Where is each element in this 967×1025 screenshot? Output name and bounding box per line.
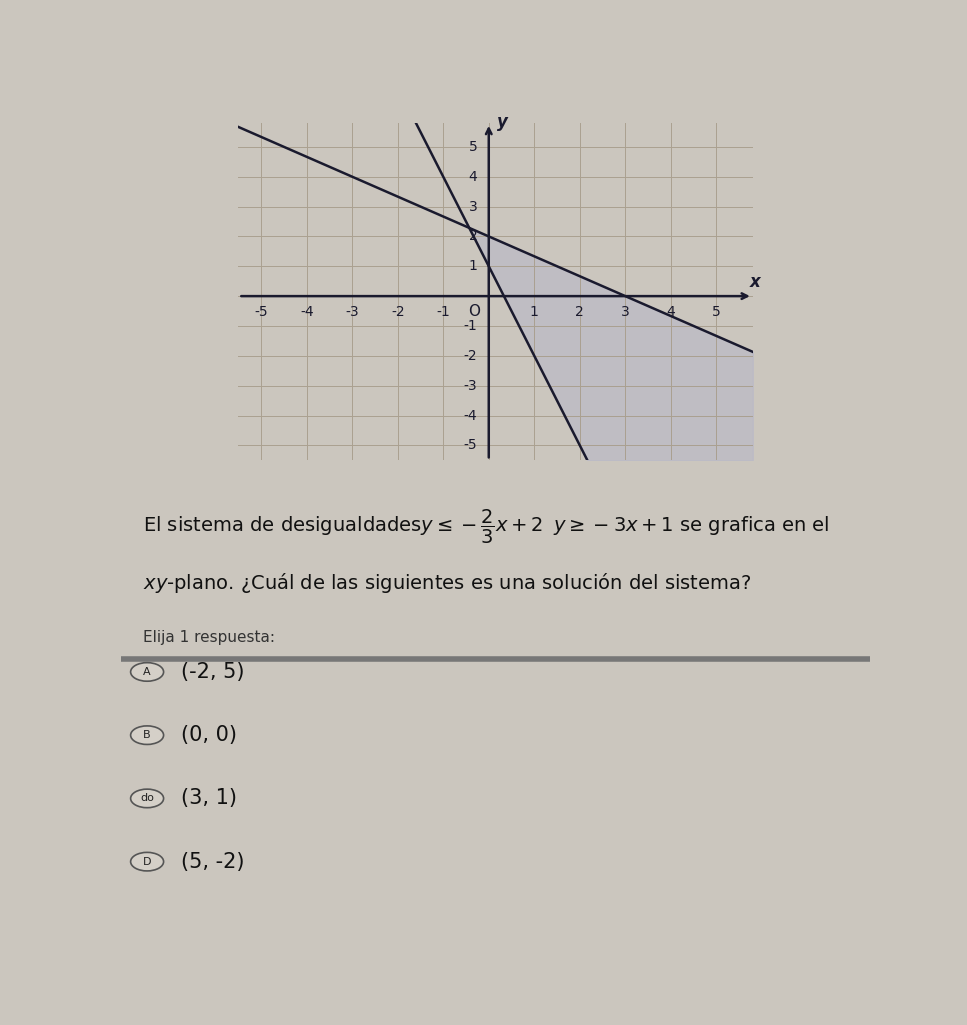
Text: 2: 2 bbox=[575, 305, 584, 319]
Text: -4: -4 bbox=[464, 409, 478, 422]
Circle shape bbox=[131, 789, 163, 808]
Text: 2: 2 bbox=[469, 230, 478, 243]
Text: El sistema de desigualdades$y \leq -\dfrac{2}{3}x + 2\;\;y \geq -3x + 1$ se graf: El sistema de desigualdades$y \leq -\dfr… bbox=[143, 507, 830, 545]
Text: (3, 1): (3, 1) bbox=[181, 788, 237, 809]
Text: -5: -5 bbox=[254, 305, 268, 319]
Text: 4: 4 bbox=[469, 170, 478, 183]
Text: -2: -2 bbox=[464, 348, 478, 363]
Text: -2: -2 bbox=[391, 305, 404, 319]
Text: -1: -1 bbox=[436, 305, 450, 319]
Text: Elija 1 respuesta:: Elija 1 respuesta: bbox=[143, 629, 276, 645]
Text: 5: 5 bbox=[469, 139, 478, 154]
Text: -1: -1 bbox=[463, 319, 478, 333]
Text: (5, -2): (5, -2) bbox=[181, 852, 245, 871]
Circle shape bbox=[131, 853, 163, 871]
Text: -4: -4 bbox=[300, 305, 313, 319]
Text: 1: 1 bbox=[530, 305, 539, 319]
Circle shape bbox=[131, 662, 163, 682]
Text: 3: 3 bbox=[621, 305, 630, 319]
Circle shape bbox=[131, 726, 163, 744]
Text: 1: 1 bbox=[468, 259, 478, 274]
Text: 3: 3 bbox=[469, 200, 478, 213]
Text: -3: -3 bbox=[345, 305, 359, 319]
Text: 4: 4 bbox=[666, 305, 675, 319]
Text: A: A bbox=[143, 667, 151, 676]
Text: $xy$-plano. ¿Cuál de las siguientes es una solución del sistema?: $xy$-plano. ¿Cuál de las siguientes es u… bbox=[143, 571, 751, 594]
Text: y: y bbox=[497, 113, 508, 130]
Text: x: x bbox=[749, 273, 760, 291]
Text: do: do bbox=[140, 793, 154, 804]
Text: 5: 5 bbox=[712, 305, 720, 319]
Text: -5: -5 bbox=[464, 439, 478, 452]
Text: (-2, 5): (-2, 5) bbox=[181, 662, 245, 682]
Text: D: D bbox=[143, 857, 152, 867]
Text: B: B bbox=[143, 730, 151, 740]
Text: O: O bbox=[469, 303, 481, 319]
Text: -3: -3 bbox=[464, 378, 478, 393]
Text: (0, 0): (0, 0) bbox=[181, 725, 237, 745]
